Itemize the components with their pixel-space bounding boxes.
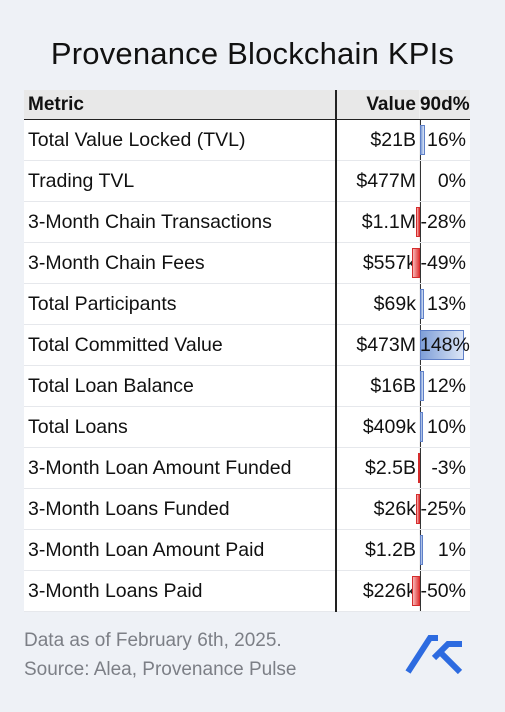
footer-date: Data as of February 6th, 2025. (24, 630, 282, 651)
value-cell: $477M (335, 160, 420, 202)
change-cell: 12% (418, 365, 470, 407)
change-cell: 13% (418, 283, 470, 325)
change-cell: 148% (418, 324, 470, 366)
change-value: 148% (419, 333, 470, 356)
page-title: Provenance Blockchain KPIs (50, 36, 455, 71)
table-row: 3-Month Chain Transactions $1.1M -28% (24, 201, 470, 243)
value-cell: $2.5B (335, 447, 420, 489)
negative-change-bar (412, 248, 420, 278)
table-header-row: Metric Value 90d% (24, 90, 470, 120)
footer-note: Data as of February 6th, 2025. Source: A… (24, 626, 297, 684)
value-cell: $409k (335, 406, 420, 448)
change-axis (419, 161, 421, 201)
table-row: Total Loans $409k 10% (24, 406, 470, 448)
table-row: Total Participants $69k 13% (24, 283, 470, 325)
table-row: 3-Month Loan Amount Paid $1.2B 1% (24, 529, 470, 571)
metric-cell: Total Loan Balance (24, 365, 337, 407)
change-value: 13% (426, 292, 466, 315)
change-value: 16% (426, 128, 466, 151)
change-axis (419, 202, 421, 242)
change-value: -3% (431, 456, 466, 479)
header-value: Value (335, 90, 420, 120)
metric-cell: 3-Month Loans Funded (24, 488, 337, 530)
change-value: 0% (437, 169, 466, 192)
header-metric: Metric (24, 90, 337, 120)
change-value: -50% (420, 579, 466, 602)
alea-logo-icon (405, 635, 463, 674)
positive-change-bar (419, 412, 423, 442)
value-cell: $69k (335, 283, 420, 325)
header-change: 90d% (418, 90, 470, 120)
negative-change-bar (415, 494, 420, 524)
change-value: 10% (426, 415, 466, 438)
change-axis (419, 243, 421, 283)
kpi-table: Metric Value 90d% Total Value Locked (TV… (24, 90, 470, 612)
change-value: -28% (420, 210, 466, 233)
change-cell: 0% (418, 160, 470, 202)
value-cell: $26k (335, 488, 420, 530)
change-cell: -49% (412, 242, 470, 284)
metric-cell: 3-Month Loan Amount Paid (24, 529, 337, 571)
metric-cell: 3-Month Loans Paid (24, 570, 337, 612)
metric-cell: Trading TVL (24, 160, 337, 202)
change-value: -49% (420, 251, 466, 274)
table-row: Trading TVL $477M 0% (24, 160, 470, 202)
table-row: Total Loan Balance $16B 12% (24, 365, 470, 407)
negative-change-bar (411, 576, 420, 606)
value-cell: $557k (335, 242, 420, 284)
change-cell: -25% (415, 488, 470, 530)
value-cell: $16B (335, 365, 420, 407)
footer-source: Source: Alea, Provenance Pulse (24, 659, 297, 680)
change-axis (419, 448, 421, 488)
value-cell: $1.1M (335, 201, 420, 243)
change-value: 12% (426, 374, 466, 397)
change-cell: 16% (418, 119, 470, 161)
metric-cell: Total Loans (24, 406, 337, 448)
metric-cell: Total Participants (24, 283, 337, 325)
positive-change-bar (419, 330, 464, 360)
value-cell: $473M (335, 324, 420, 366)
change-cell: 1% (418, 529, 470, 571)
change-axis (419, 571, 421, 611)
negative-change-bar (415, 207, 420, 237)
table-row: 3-Month Loans Paid $226k -50% (24, 570, 470, 612)
value-cell: $21B (335, 119, 420, 161)
metric-cell: Total Committed Value (24, 324, 337, 366)
negative-change-bar (417, 453, 420, 483)
table-row: Total Committed Value $473M 148% (24, 324, 470, 366)
change-cell: -3% (417, 447, 470, 489)
table-row: Total Value Locked (TVL) $21B 16% (24, 119, 470, 161)
metric-cell: 3-Month Chain Fees (24, 242, 337, 284)
table-row: 3-Month Chain Fees $557k -49% (24, 242, 470, 284)
positive-change-bar (419, 125, 425, 155)
change-cell: -28% (415, 201, 470, 243)
value-cell: $1.2B (335, 529, 420, 571)
change-value: 1% (437, 538, 466, 561)
metric-cell: 3-Month Chain Transactions (24, 201, 337, 243)
change-cell: 10% (418, 406, 470, 448)
table-row: 3-Month Loan Amount Funded $2.5B -3% (24, 447, 470, 489)
positive-change-bar (419, 371, 424, 401)
positive-change-bar (419, 289, 424, 319)
metric-cell: 3-Month Loan Amount Funded (24, 447, 337, 489)
value-cell: $226k (335, 570, 420, 612)
change-cell: -50% (411, 570, 470, 612)
metric-cell: Total Value Locked (TVL) (24, 119, 337, 161)
table-row: 3-Month Loans Funded $26k -25% (24, 488, 470, 530)
change-value: -25% (420, 497, 466, 520)
change-axis (419, 489, 421, 529)
positive-change-bar (419, 535, 423, 565)
